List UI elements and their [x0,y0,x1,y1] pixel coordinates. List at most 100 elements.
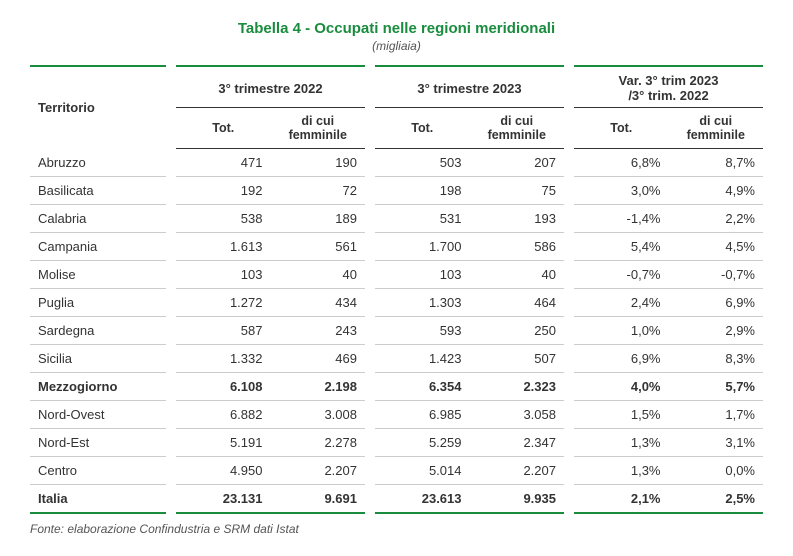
cell-var-tot: 2,1% [574,485,669,514]
subhead-fem-2022: di cuifemminile [271,108,366,149]
table-row: Molise1034010340-0,7%-0,7% [30,261,763,289]
cell-t22-tot: 6.882 [176,401,271,429]
cell-t23-fem: 507 [470,345,565,373]
cell-var-fem: 2,5% [669,485,764,514]
cell-var-tot: 2,4% [574,289,669,317]
cell-var-fem: 3,1% [669,429,764,457]
cell-var-tot: 1,0% [574,317,669,345]
cell-var-tot: -0,7% [574,261,669,289]
subhead-fem-var: di cuifemminile [669,108,764,149]
table-row: Mezzogiorno6.1082.1986.3542.3234,0%5,7% [30,373,763,401]
cell-t23-tot: 23.613 [375,485,470,514]
cell-t23-tot: 103 [375,261,470,289]
cell-t22-fem: 434 [271,289,366,317]
cell-t22-tot: 5.191 [176,429,271,457]
cell-t23-tot: 5.014 [375,457,470,485]
cell-t23-tot: 6.354 [375,373,470,401]
cell-t23-fem: 2.207 [470,457,565,485]
cell-territorio: Italia [30,485,166,514]
cell-territorio: Nord-Ovest [30,401,166,429]
cell-t23-fem: 586 [470,233,565,261]
cell-var-fem: 4,5% [669,233,764,261]
cell-territorio: Sardegna [30,317,166,345]
cell-t22-fem: 189 [271,205,366,233]
table-row: Italia23.1319.69123.6139.9352,1%2,5% [30,485,763,514]
subhead-fem-2023: di cuifemminile [470,108,565,149]
table-row: Campania 1.613561 1.700586 5,4%4,5% [30,233,763,261]
cell-var-tot: 1,5% [574,401,669,429]
cell-t22-tot: 23.131 [176,485,271,514]
cell-territorio: Sicilia [30,345,166,373]
cell-t22-fem: 243 [271,317,366,345]
table-subtitle: (migliaia) [30,39,763,53]
cell-var-fem: 8,7% [669,149,764,177]
table-row: Sicilia1.3324691.4235076,9%8,3% [30,345,763,373]
cell-t23-fem: 464 [470,289,565,317]
cell-territorio: Calabria [30,205,166,233]
cell-t22-tot: 1.613 [176,233,271,261]
cell-var-fem: 2,9% [669,317,764,345]
col-group-var: Var. 3° trim 2023/3° trim. 2022 [574,66,763,108]
table-row: Abruzzo4711905032076,8%8,7% [30,149,763,177]
cell-var-tot: 1,3% [574,457,669,485]
cell-territorio: Abruzzo [30,149,166,177]
cell-t22-tot: 1.332 [176,345,271,373]
table-source: Fonte: elaborazione Confindustria e SRM … [30,522,763,536]
cell-var-tot: -1,4% [574,205,669,233]
cell-t23-fem: 75 [470,177,565,205]
col-header-territorio: Territorio [30,66,166,149]
cell-t23-tot: 1.303 [375,289,470,317]
cell-t22-fem: 40 [271,261,366,289]
cell-var-fem: 2,2% [669,205,764,233]
cell-t22-tot: 103 [176,261,271,289]
cell-territorio: Centro [30,457,166,485]
subhead-tot-2022: Tot. [176,108,271,149]
cell-t23-tot: 6.985 [375,401,470,429]
col-group-2023: 3° trimestre 2023 [375,66,564,108]
subhead-tot-2023: Tot. [375,108,470,149]
cell-t23-tot: 1.700 [375,233,470,261]
cell-t23-fem: 193 [470,205,565,233]
col-group-2022: 3° trimestre 2022 [176,66,365,108]
cell-t23-tot: 531 [375,205,470,233]
data-table: Territorio 3° trimestre 2022 3° trimestr… [30,65,763,514]
cell-territorio: Mezzogiorno [30,373,166,401]
cell-t22-tot: 192 [176,177,271,205]
cell-t23-tot: 198 [375,177,470,205]
cell-var-tot: 1,3% [574,429,669,457]
cell-var-fem: 1,7% [669,401,764,429]
table-title: Tabella 4 - Occupati nelle regioni merid… [30,20,763,37]
cell-var-fem: 4,9% [669,177,764,205]
cell-var-fem: -0,7% [669,261,764,289]
cell-t22-tot: 6.108 [176,373,271,401]
cell-t22-fem: 469 [271,345,366,373]
cell-var-tot: 5,4% [574,233,669,261]
table-row: Calabria538189531193-1,4%2,2% [30,205,763,233]
table-row: Basilicata19272198753,0%4,9% [30,177,763,205]
cell-t23-tot: 1.423 [375,345,470,373]
cell-t22-tot: 587 [176,317,271,345]
cell-t22-fem: 561 [271,233,366,261]
cell-territorio: Puglia [30,289,166,317]
cell-t23-tot: 5.259 [375,429,470,457]
cell-t23-tot: 503 [375,149,470,177]
cell-territorio: Campania [30,233,166,261]
cell-t22-tot: 4.950 [176,457,271,485]
cell-var-fem: 5,7% [669,373,764,401]
cell-territorio: Nord-Est [30,429,166,457]
cell-t22-fem: 3.008 [271,401,366,429]
cell-territorio: Molise [30,261,166,289]
cell-t23-fem: 40 [470,261,565,289]
cell-t23-fem: 2.347 [470,429,565,457]
cell-var-tot: 4,0% [574,373,669,401]
table-row: Nord-Ovest6.8823.0086.9853.0581,5%1,7% [30,401,763,429]
table-row: Centro4.9502.2075.0142.2071,3%0,0% [30,457,763,485]
cell-var-fem: 6,9% [669,289,764,317]
cell-var-fem: 8,3% [669,345,764,373]
subhead-tot-var: Tot. [574,108,669,149]
cell-t22-fem: 190 [271,149,366,177]
cell-t23-fem: 250 [470,317,565,345]
cell-t22-fem: 2.198 [271,373,366,401]
table-row: Sardegna5872435932501,0%2,9% [30,317,763,345]
cell-t22-fem: 2.207 [271,457,366,485]
